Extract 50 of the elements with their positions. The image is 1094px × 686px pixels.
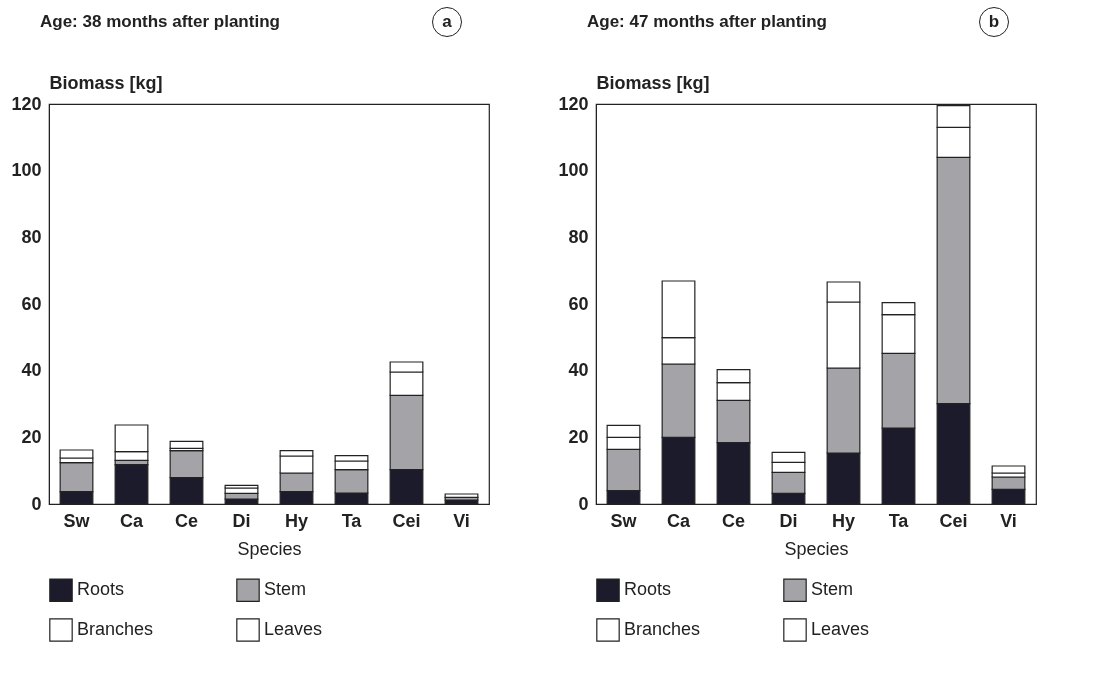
y-tick-label: 40	[568, 360, 589, 381]
y-tick-label: 60	[568, 293, 589, 314]
x-tick-label: Vi	[453, 510, 470, 531]
y-tick-label: 120	[558, 93, 589, 114]
x-tick-label: Hy	[831, 510, 856, 531]
x-axis-title: Species	[237, 538, 302, 559]
legend-label: Stem	[811, 579, 854, 600]
x-tick-label: Cei	[392, 510, 421, 531]
bar	[169, 440, 204, 449]
x-tick-label: Hy	[284, 510, 309, 531]
y-tick-label: 20	[568, 426, 589, 447]
y-tick-label: 0	[578, 493, 589, 514]
x-tick-label: Ca	[666, 510, 691, 531]
legend-label: Roots	[77, 579, 125, 600]
y-tick-label: 60	[21, 293, 42, 314]
chart-title: Age: 47 months after planting	[587, 12, 828, 32]
legend-label: Leaves	[264, 619, 323, 639]
y-tick-label: 20	[21, 426, 42, 447]
y-tick-label: 80	[568, 226, 589, 247]
y-tick-label: 100	[11, 160, 42, 181]
y-tick-label: 100	[558, 160, 589, 181]
bar	[59, 449, 94, 459]
y-tick-label: 120	[11, 93, 42, 114]
x-tick-label: Ca	[119, 510, 144, 531]
y-axis-title: Biomass [kg]	[49, 72, 163, 93]
legend-label: Leaves	[811, 619, 870, 639]
legend-label: Stem	[264, 579, 307, 600]
x-tick-label: Ta	[341, 510, 363, 531]
x-tick-label: Sw	[63, 510, 91, 531]
x-tick-label: Ce	[721, 510, 746, 531]
legend-label: Branches	[77, 619, 154, 639]
x-tick-label: Ta	[888, 510, 910, 531]
y-tick-label: 0	[31, 493, 42, 514]
y-tick-label: 80	[21, 226, 42, 247]
x-tick-label: Ce	[174, 510, 199, 531]
x-tick-label: Di	[232, 510, 251, 531]
x-tick-label: Vi	[1000, 510, 1017, 531]
x-tick-label: Cei	[939, 510, 968, 531]
text: b	[979, 7, 1009, 37]
text: a	[432, 7, 462, 37]
x-axis-title: Species	[784, 538, 849, 559]
bar	[991, 465, 1026, 474]
y-axis-title: Biomass [kg]	[596, 72, 710, 93]
legend-label: Branches	[624, 619, 701, 639]
y-tick-label: 40	[21, 360, 42, 381]
x-tick-label: Di	[779, 510, 798, 531]
legend-label: Roots	[624, 579, 672, 600]
x-tick-label: Sw	[610, 510, 638, 531]
chart-title: Age: 38 months after planting	[40, 12, 281, 32]
bar	[114, 464, 149, 505]
